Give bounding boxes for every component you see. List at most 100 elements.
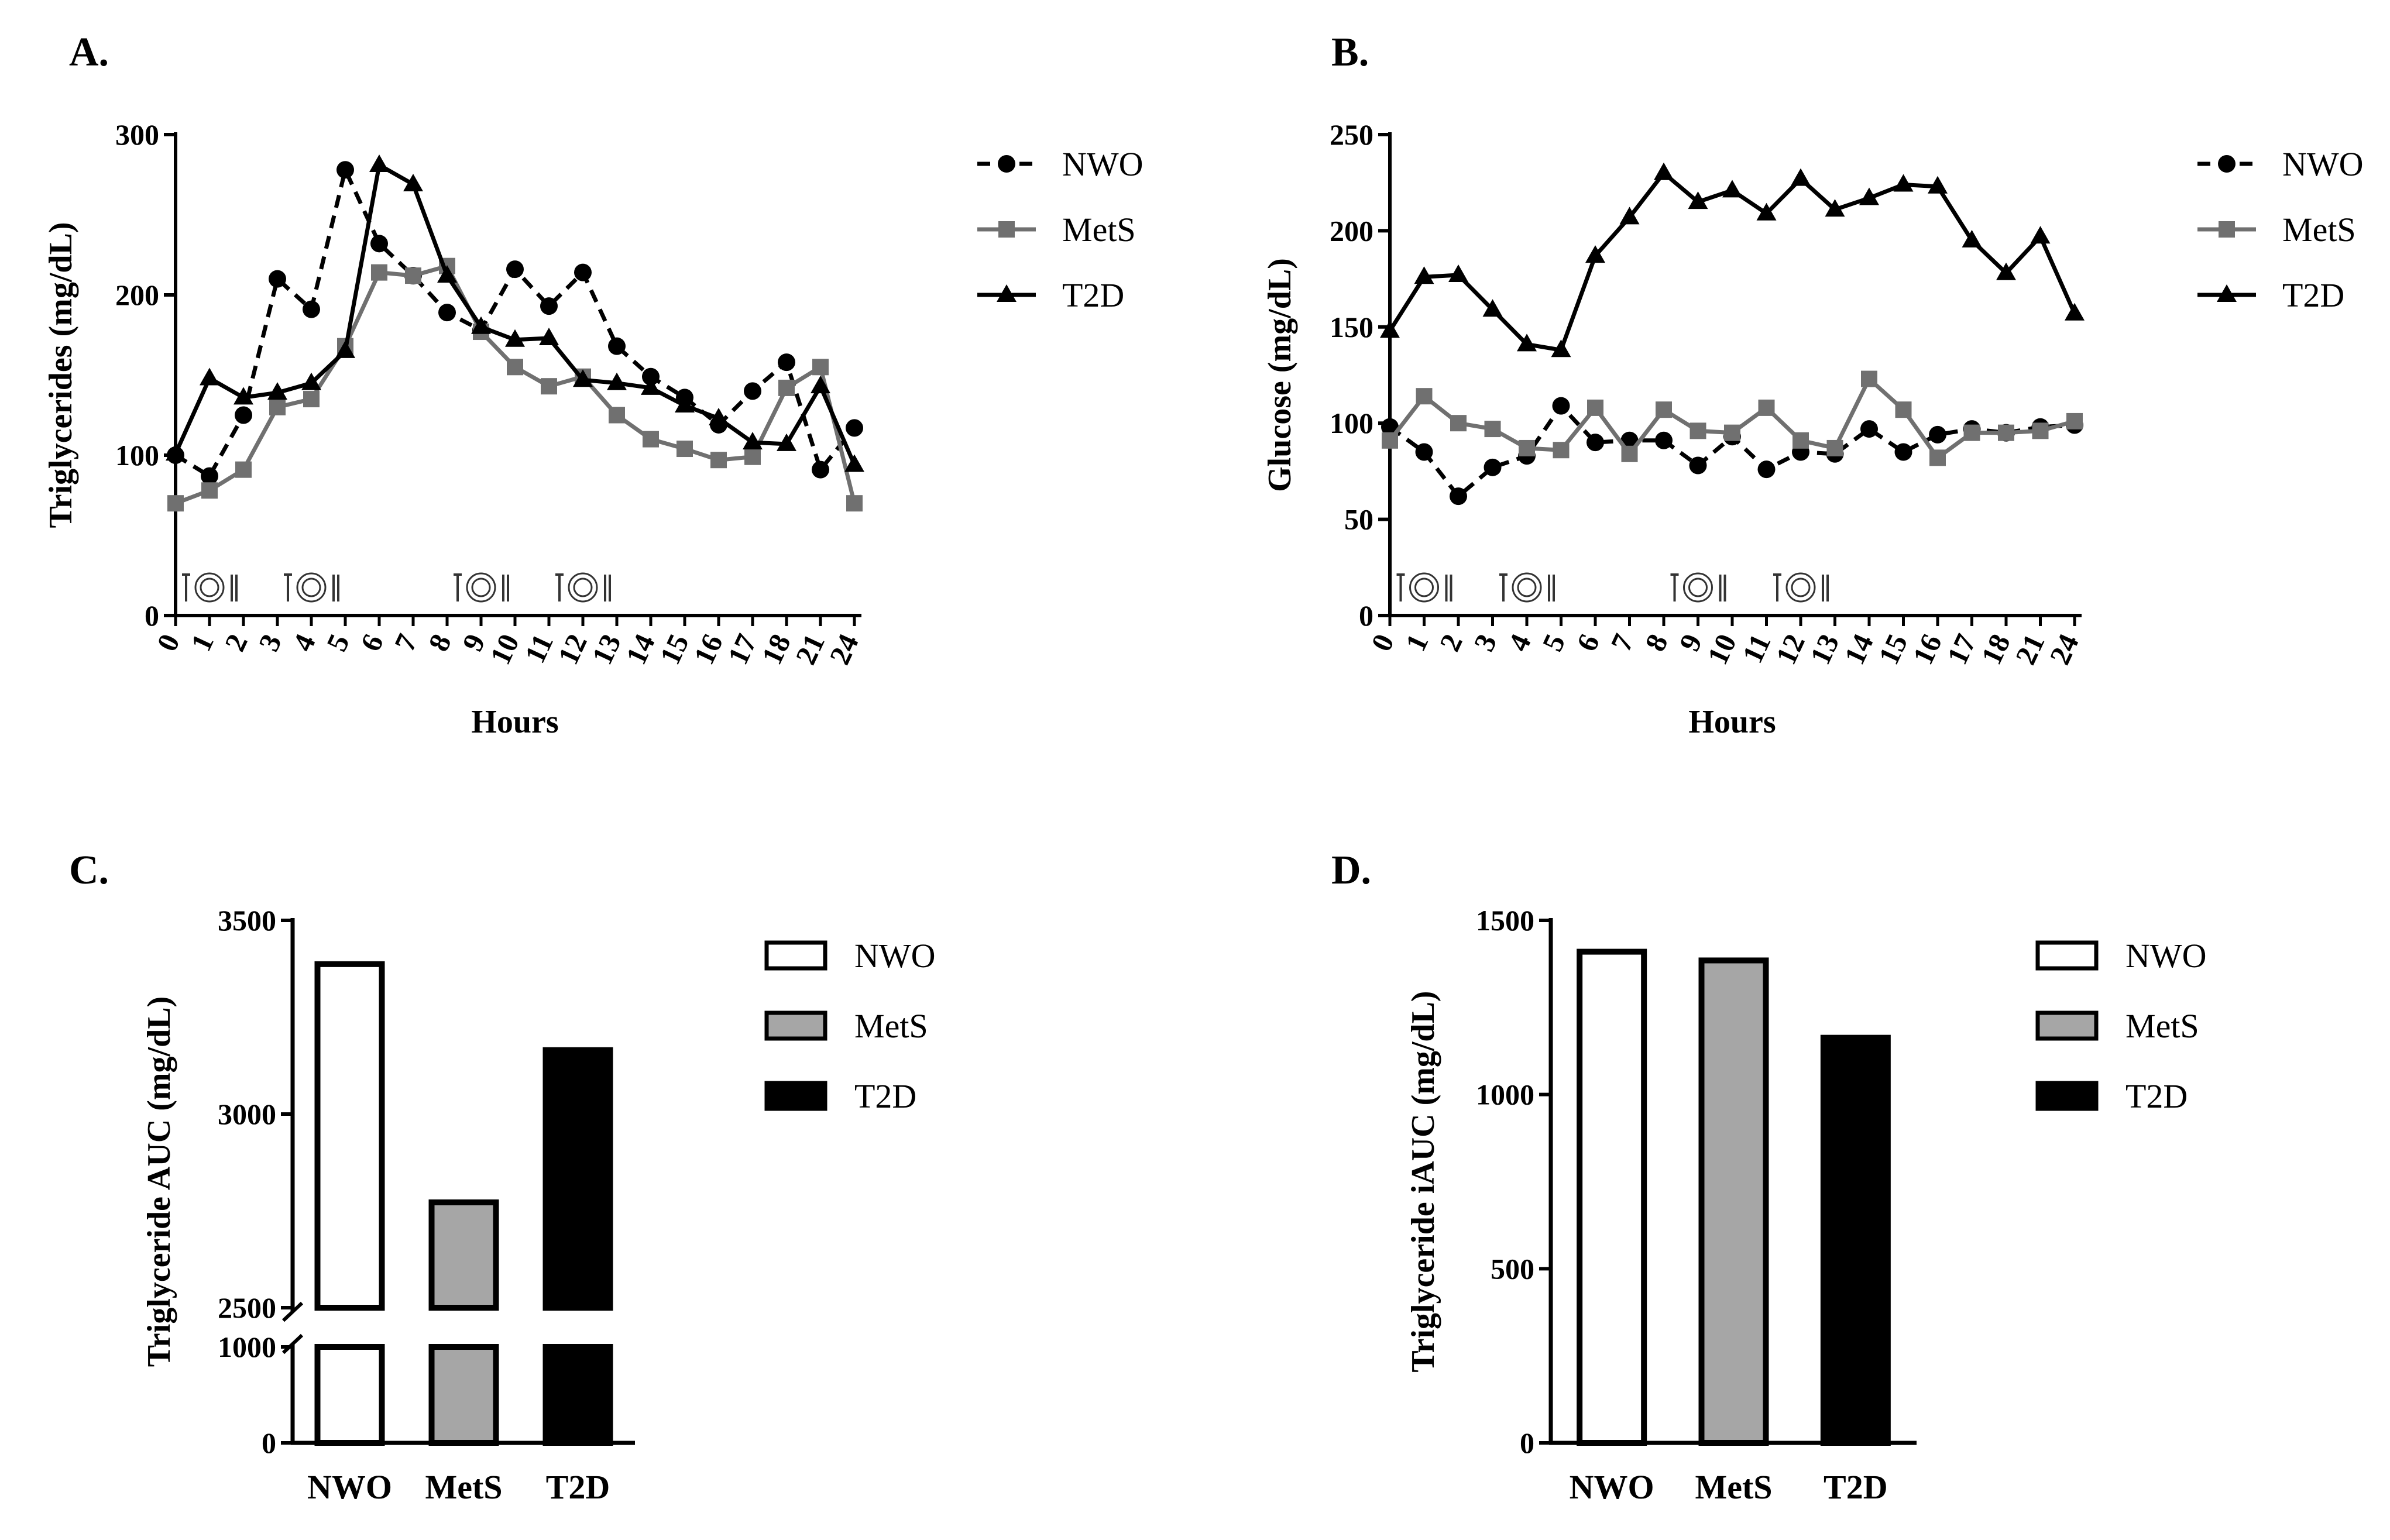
line-chart-panel: A.01002003000123456789101112131415161718… bbox=[43, 30, 1144, 740]
x-tick-label: 18 bbox=[1975, 629, 2017, 669]
data-point-T2D bbox=[1962, 229, 1982, 248]
data-point-NWO bbox=[438, 304, 456, 322]
x-tick-label: 13 bbox=[1804, 629, 1846, 669]
panel-letter: D. bbox=[1331, 848, 1371, 893]
x-tick-label: 14 bbox=[619, 629, 661, 669]
data-point-T2D bbox=[1722, 180, 1742, 198]
data-point-T2D bbox=[1996, 262, 2016, 280]
data-point-NWO bbox=[1587, 434, 1604, 452]
x-tick-label: 12 bbox=[551, 629, 593, 669]
x-tick-label: 17 bbox=[1941, 629, 1983, 669]
x-tick-label: 7 bbox=[388, 629, 424, 656]
data-point-T2D bbox=[1791, 168, 1811, 186]
data-point-T2D bbox=[1380, 320, 1400, 338]
data-point-T2D bbox=[267, 382, 287, 400]
meal-plate-icon bbox=[1499, 572, 1555, 603]
data-point-T2D bbox=[1893, 174, 1914, 192]
data-point-T2D bbox=[1517, 334, 1537, 352]
plate-inner bbox=[1791, 578, 1811, 597]
legend-swatch-NWO bbox=[764, 940, 827, 971]
legend-label: NWO bbox=[2282, 145, 2364, 183]
x-tick-label: 24 bbox=[823, 629, 865, 669]
y-tick-label: 1500 bbox=[1476, 904, 1534, 937]
data-point-MetS bbox=[1690, 422, 1706, 439]
y-tick-label: 150 bbox=[1330, 311, 1373, 343]
x-tick-label: 4 bbox=[286, 629, 322, 656]
data-point-NWO bbox=[269, 270, 286, 288]
data-point-MetS bbox=[778, 379, 795, 396]
data-point-MetS bbox=[371, 264, 387, 281]
data-point-T2D bbox=[1551, 339, 1571, 358]
data-point-MetS bbox=[201, 482, 218, 499]
bar-MetS-lower bbox=[428, 1344, 499, 1446]
legend-swatch-NWO bbox=[2035, 940, 2099, 971]
x-tick-label: 4 bbox=[1502, 629, 1537, 656]
series-line-NWO bbox=[1388, 404, 2075, 499]
x-tick-label: 16 bbox=[687, 629, 729, 669]
data-point-NWO bbox=[1415, 443, 1433, 461]
data-point-T2D bbox=[709, 407, 729, 425]
meal-plate-icon bbox=[1396, 572, 1452, 603]
line-chart-panel: B.05010015020025001234567891011121314151… bbox=[1262, 30, 2364, 740]
x-tick-label: 18 bbox=[755, 629, 797, 669]
bar-NWO bbox=[1577, 948, 1647, 1446]
series-line-NWO bbox=[174, 167, 856, 479]
x-tick-label: 11 bbox=[518, 629, 559, 668]
bar-chart-panel: C. 2500 3000 3500 0 1000 NWO MetS T2D Triglycerid… bbox=[69, 848, 936, 1506]
data-point-T2D bbox=[1756, 202, 1777, 221]
plate-outer bbox=[296, 572, 327, 603]
data-point-MetS bbox=[1724, 424, 1740, 441]
data-point-T2D bbox=[1688, 191, 1708, 209]
x-tick-label: 2 bbox=[1433, 629, 1469, 656]
x-tick-label: 7 bbox=[1604, 629, 1640, 656]
x-axis-title: Hours bbox=[471, 704, 558, 740]
x-tick-label: 12 bbox=[1769, 629, 1811, 669]
data-point-MetS bbox=[303, 391, 320, 408]
data-point-T2D bbox=[369, 154, 389, 173]
data-point-NWO bbox=[1655, 431, 1673, 449]
x-tick-label: 5 bbox=[1536, 629, 1571, 656]
axis-break-mark bbox=[281, 1333, 304, 1355]
bar-NWO bbox=[314, 961, 385, 1311]
x-axis-title: Hours bbox=[1688, 704, 1776, 740]
legend-label: T2D bbox=[854, 1077, 916, 1115]
data-point-NWO bbox=[642, 367, 660, 386]
y-tick-label: 250 bbox=[1330, 118, 1373, 151]
data-point-MetS bbox=[405, 267, 421, 284]
data-point-T2D bbox=[233, 387, 253, 405]
y-tick-label: 0 bbox=[145, 599, 159, 632]
plate-inner bbox=[573, 578, 593, 597]
x-category-label: NWO bbox=[307, 1468, 392, 1506]
y-tick-label: 0 bbox=[262, 1426, 276, 1459]
plate-inner bbox=[1517, 578, 1537, 597]
data-point-T2D bbox=[1585, 245, 1605, 263]
plate-inner bbox=[200, 578, 219, 597]
data-point-T2D bbox=[505, 329, 525, 347]
panel-letter: B. bbox=[1331, 30, 1369, 75]
y-tick-label: 3000 bbox=[218, 1098, 276, 1130]
x-tick-label: 14 bbox=[1838, 629, 1880, 669]
plate-inner bbox=[471, 578, 491, 597]
bar-T2D bbox=[1820, 1034, 1891, 1446]
plate-outer bbox=[1785, 572, 1816, 603]
plate-outer bbox=[194, 572, 225, 603]
data-point-MetS bbox=[1587, 399, 1603, 416]
data-point-T2D bbox=[2065, 302, 2085, 321]
data-point-NWO bbox=[1894, 443, 1912, 461]
meal-plate-icon bbox=[182, 572, 238, 603]
data-point-T2D bbox=[437, 265, 457, 283]
y-tick-label: 0 bbox=[1520, 1426, 1534, 1459]
data-point-T2D bbox=[1414, 266, 1434, 284]
data-point-T2D bbox=[166, 443, 186, 461]
data-point-T2D bbox=[607, 372, 627, 390]
data-point-NWO bbox=[1552, 397, 1570, 415]
data-point-MetS bbox=[677, 441, 693, 458]
x-tick-label: 10 bbox=[483, 629, 526, 669]
meal-plate-icon bbox=[454, 572, 509, 603]
x-tick-label: 11 bbox=[1736, 629, 1777, 668]
legend-label: T2D bbox=[1062, 276, 1124, 314]
data-point-MetS bbox=[1895, 401, 1912, 418]
data-point-MetS bbox=[1826, 439, 1843, 456]
data-point-MetS bbox=[1963, 424, 1980, 441]
